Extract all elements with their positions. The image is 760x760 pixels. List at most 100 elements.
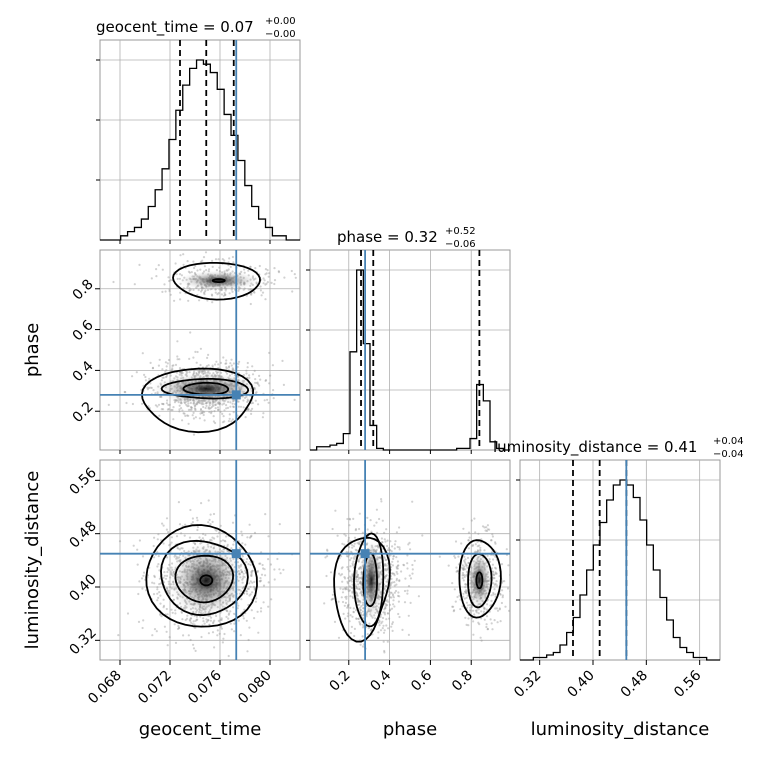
sample-point — [219, 524, 222, 527]
sample-point — [262, 567, 265, 570]
sample-point — [209, 523, 212, 526]
sample-point — [273, 578, 276, 581]
sample-point — [220, 618, 223, 622]
sample-point — [407, 633, 410, 637]
sample-point — [222, 356, 225, 359]
sample-point — [382, 624, 385, 627]
sample-point — [361, 623, 364, 626]
sample-point — [461, 577, 464, 580]
sample-point — [472, 633, 475, 636]
sample-point — [189, 405, 193, 409]
sample-point — [392, 599, 395, 602]
sample-point — [183, 534, 186, 537]
sample-point — [467, 617, 470, 620]
sample-point — [192, 260, 195, 263]
sample-point — [194, 408, 197, 411]
sample-point — [467, 531, 471, 534]
panel-frame — [519, 459, 721, 661]
x-tick-label: 0.076 — [185, 667, 225, 707]
sample-point — [191, 521, 194, 524]
sample-point — [381, 519, 384, 522]
sample-point — [227, 366, 230, 369]
sample-point — [156, 405, 159, 408]
sample-point — [164, 376, 168, 379]
sample-point — [126, 612, 130, 615]
sample-point — [215, 370, 218, 373]
sample-point — [196, 528, 199, 532]
sample-point — [202, 620, 205, 623]
sample-point — [226, 406, 230, 409]
sample-point — [247, 408, 250, 411]
sample-point — [165, 630, 168, 633]
sample-point — [168, 403, 171, 406]
sample-point — [352, 596, 355, 600]
title-phase-lower: −0.06 — [445, 239, 476, 250]
sample-point — [246, 536, 249, 539]
title-luminosity-distance-lower: −0.04 — [713, 449, 744, 460]
sample-point — [263, 279, 266, 282]
sample-point — [163, 283, 166, 286]
sample-point — [267, 401, 270, 404]
sample-point — [494, 541, 497, 544]
sample-point — [352, 560, 355, 563]
title-phase: phase = 0.32 +0.52 −0.06 — [337, 226, 476, 250]
sample-point — [247, 408, 250, 411]
x-axis-label-phase: phase — [383, 719, 437, 740]
sample-point — [348, 546, 351, 549]
sample-point — [202, 532, 205, 536]
sample-point — [398, 548, 401, 551]
sample-point — [385, 528, 388, 531]
sample-point — [190, 408, 193, 411]
sample-point — [471, 544, 475, 547]
sample-point — [165, 402, 168, 405]
sample-point — [147, 386, 151, 389]
sample-point — [465, 564, 468, 567]
sample-point — [138, 263, 141, 266]
sample-point — [187, 414, 190, 417]
sample-point — [356, 600, 360, 604]
sample-point — [249, 593, 252, 596]
sample-point — [230, 628, 233, 631]
sample-point — [201, 370, 204, 373]
sample-point — [326, 555, 329, 558]
sample-point — [230, 358, 233, 361]
sample-point — [181, 419, 184, 422]
sample-point — [188, 289, 191, 292]
sample-point — [225, 359, 228, 362]
sample-point — [391, 564, 394, 567]
sample-point — [421, 534, 424, 537]
sample-point — [468, 536, 471, 539]
sample-point — [160, 402, 164, 405]
sample-point — [268, 272, 271, 275]
sample-point — [254, 399, 257, 402]
sample-point — [167, 403, 170, 406]
sample-point — [259, 577, 262, 580]
sample-point — [352, 517, 355, 521]
sample-point — [355, 587, 358, 590]
sample-point — [269, 374, 272, 377]
sample-point — [393, 547, 396, 550]
sample-point — [333, 620, 337, 624]
sample-point — [218, 632, 221, 635]
sample-point — [375, 521, 378, 524]
sample-point — [175, 535, 179, 538]
sample-point — [188, 271, 191, 274]
sample-point — [151, 634, 154, 637]
sample-point — [490, 594, 493, 597]
sample-point — [380, 498, 383, 501]
y-tick-label: 0.4 — [70, 358, 97, 385]
sample-point — [491, 533, 494, 536]
sample-point — [164, 361, 167, 364]
sample-point — [168, 563, 171, 566]
sample-point — [178, 273, 182, 276]
sample-point — [211, 631, 215, 634]
sample-point — [480, 610, 483, 613]
sample-point — [282, 568, 285, 571]
sample-point — [167, 531, 170, 534]
sample-point — [438, 555, 441, 558]
sample-point — [247, 288, 250, 291]
sample-point — [467, 624, 470, 627]
sample-point — [249, 563, 252, 567]
sample-point — [343, 543, 346, 546]
sample-point — [384, 540, 387, 543]
